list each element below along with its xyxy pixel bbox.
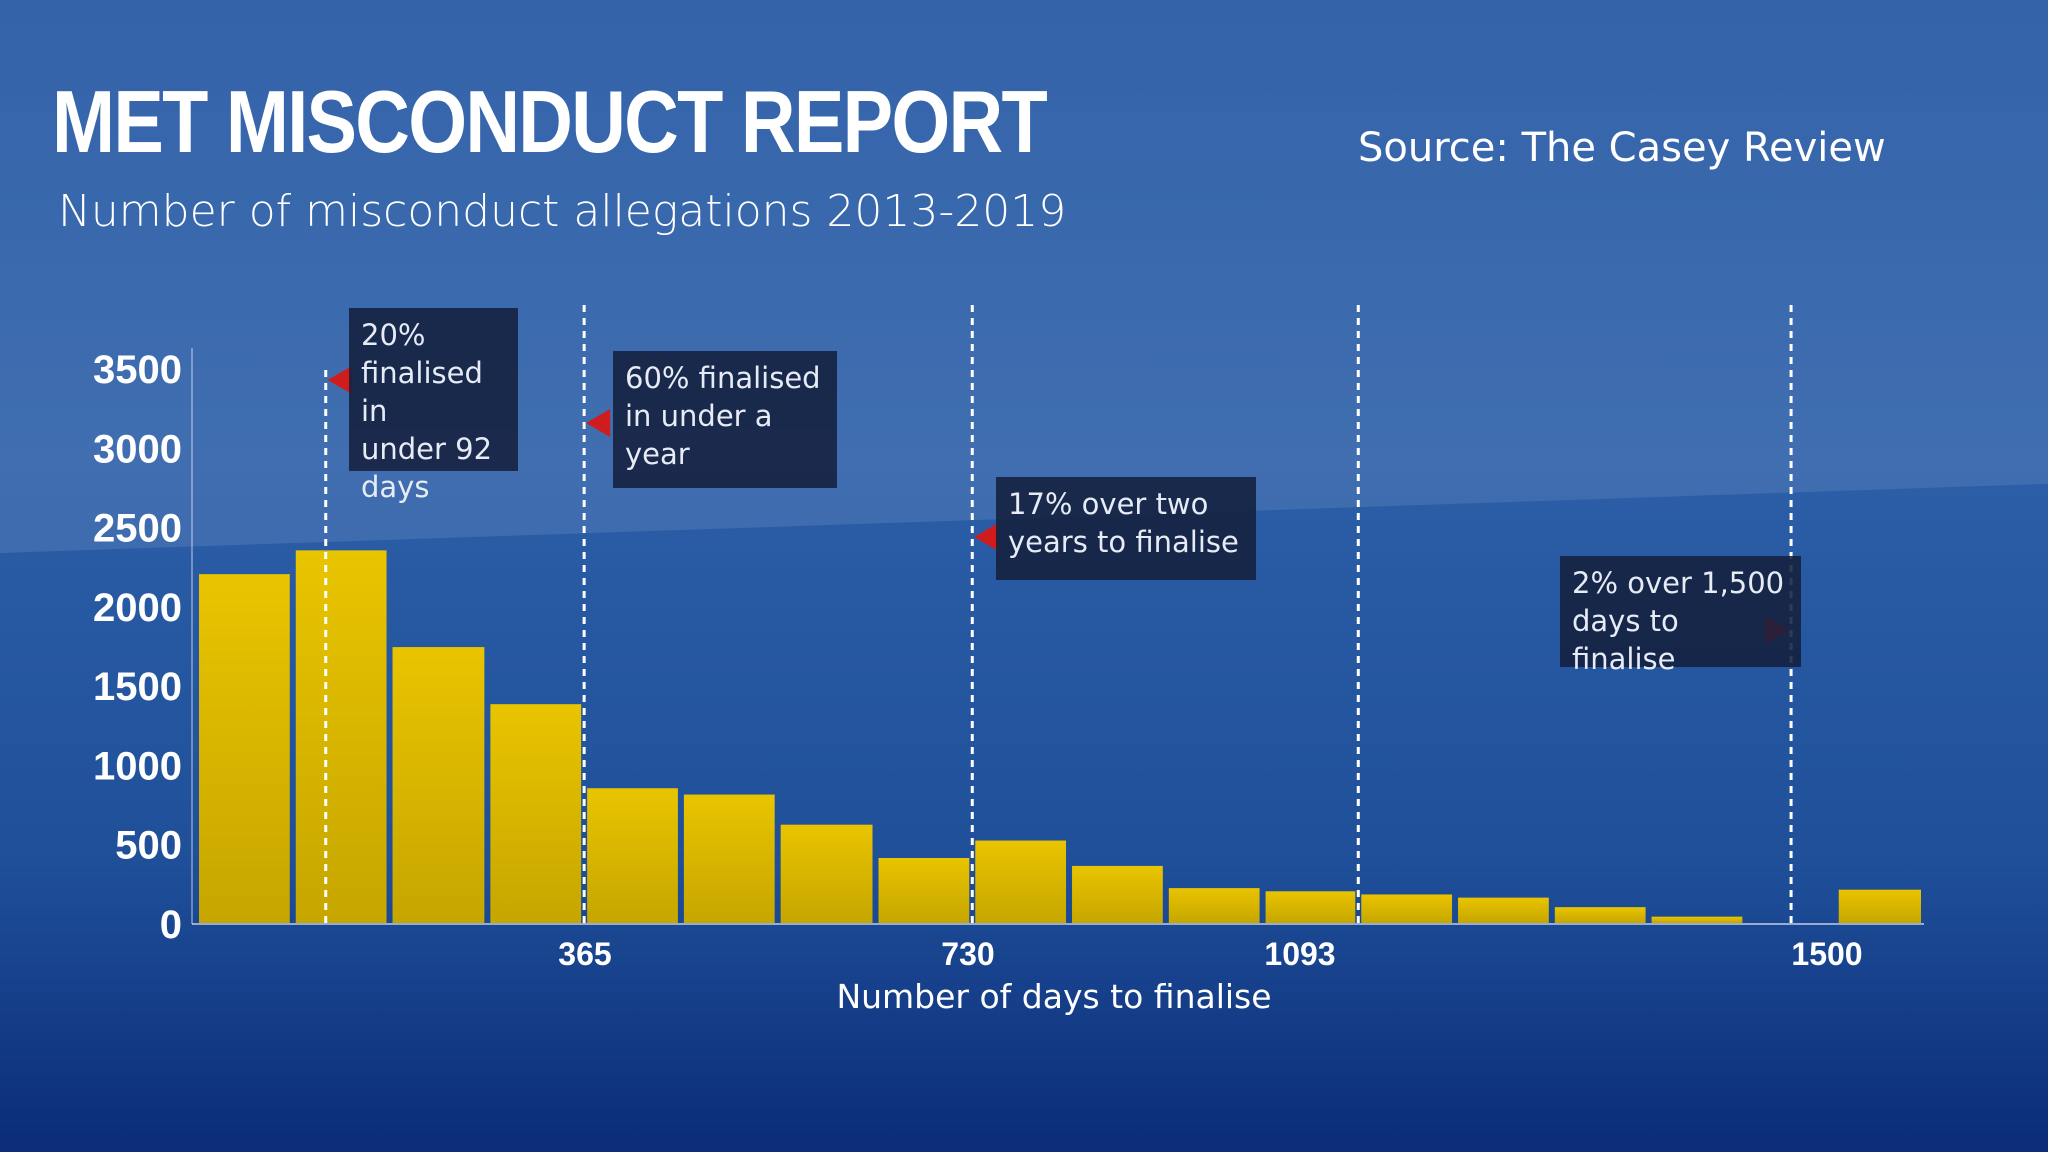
bar-0 — [199, 574, 290, 923]
marker-arrow-730-days — [974, 523, 999, 551]
marker-arrow-92-days — [327, 366, 352, 394]
y-tick-3500: 3500 — [93, 348, 182, 392]
reference-lines-layer — [324, 304, 1793, 923]
bar-5 — [683, 794, 775, 923]
axis-layer: 0 500 1000 1500 2000 2500 3000 3500 — [93, 348, 1924, 947]
x-tick-1500: 1500 — [1791, 936, 1862, 972]
annotation-2-percent: 2% over 1,500 days to finalise — [1560, 556, 1801, 676]
page-subtitle: Number of misconduct allegations 2013-20… — [58, 186, 1067, 237]
bar-8 — [975, 840, 1067, 923]
marker-arrow-365-days — [586, 409, 611, 437]
x-tick-1093: 1093 — [1264, 936, 1335, 972]
y-tick-3000: 3000 — [93, 427, 182, 471]
x-tick-730: 730 — [941, 936, 994, 972]
bar-2 — [392, 647, 485, 923]
bar-7 — [878, 857, 970, 923]
y-tick-500: 500 — [115, 824, 182, 868]
bar-16 — [1838, 889, 1921, 923]
bar-4 — [587, 788, 678, 923]
bar-10 — [1168, 888, 1260, 923]
x-axis-label: Number of days to finalise — [836, 977, 1271, 1016]
y-tick-2000: 2000 — [93, 586, 182, 630]
x-tick-365: 365 — [558, 936, 611, 972]
source-label: Source: The Casey Review — [1358, 125, 1886, 171]
y-tick-1500: 1500 — [93, 665, 182, 709]
y-tick-1000: 1000 — [93, 744, 182, 788]
bar-11 — [1265, 891, 1356, 923]
y-tick-0: 0 — [160, 903, 182, 947]
bar-15 — [1651, 916, 1743, 923]
page-title: MET MISCONDUCT REPORT — [52, 72, 1048, 171]
annotation-20-percent: 20% finalised in under 92 days — [349, 308, 518, 504]
annotation-60-percent: 60% finalised in under a year — [613, 351, 837, 488]
bar-9 — [1072, 865, 1163, 923]
bar-14 — [1554, 907, 1646, 923]
y-tick-2500: 2500 — [93, 507, 182, 551]
bar-1 — [295, 550, 387, 923]
bar-3 — [490, 704, 582, 923]
bars-layer — [199, 550, 1921, 923]
bar-6 — [780, 824, 873, 923]
bar-13 — [1458, 897, 1549, 923]
annotation-17-percent: 17% over two years to finalise — [996, 477, 1256, 580]
bar-12 — [1361, 894, 1453, 923]
